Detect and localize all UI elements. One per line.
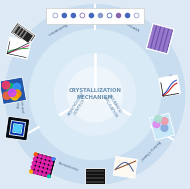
Bar xyxy=(159,75,181,97)
Bar xyxy=(85,168,105,184)
Circle shape xyxy=(135,14,138,17)
Circle shape xyxy=(13,90,21,98)
Circle shape xyxy=(35,167,38,170)
Bar xyxy=(46,8,144,24)
Bar xyxy=(86,174,104,175)
Circle shape xyxy=(161,118,168,125)
Circle shape xyxy=(36,163,39,166)
Circle shape xyxy=(116,13,121,18)
Circle shape xyxy=(108,14,111,17)
Circle shape xyxy=(43,169,46,172)
Circle shape xyxy=(62,13,66,18)
Circle shape xyxy=(71,13,75,18)
Bar xyxy=(10,121,25,136)
Text: MORPHOLOGY
CONTROL: MORPHOLOGY CONTROL xyxy=(67,91,89,119)
Bar xyxy=(150,113,175,140)
Circle shape xyxy=(6,84,14,91)
Bar xyxy=(6,37,31,59)
Circle shape xyxy=(47,157,50,160)
Circle shape xyxy=(44,165,48,168)
Circle shape xyxy=(11,92,18,100)
Circle shape xyxy=(2,81,10,89)
Circle shape xyxy=(33,158,36,161)
Circle shape xyxy=(54,14,57,17)
Circle shape xyxy=(30,29,160,160)
Bar xyxy=(86,170,104,172)
Circle shape xyxy=(107,13,112,18)
Text: Ferroelectric: Ferroelectric xyxy=(57,162,80,173)
Circle shape xyxy=(35,154,37,157)
Bar xyxy=(159,27,168,52)
Bar xyxy=(151,25,160,50)
Circle shape xyxy=(30,170,33,173)
Circle shape xyxy=(48,166,51,169)
Circle shape xyxy=(39,168,42,171)
Bar xyxy=(146,24,174,54)
Bar xyxy=(10,22,36,46)
Circle shape xyxy=(43,156,46,159)
Text: Nucleation: Nucleation xyxy=(46,21,67,36)
Bar xyxy=(18,29,25,37)
Circle shape xyxy=(52,158,55,160)
Circle shape xyxy=(45,161,48,164)
Bar xyxy=(146,24,174,54)
Bar xyxy=(86,181,104,183)
Bar xyxy=(21,31,28,39)
Circle shape xyxy=(135,13,139,18)
Circle shape xyxy=(32,162,35,165)
Bar xyxy=(13,124,22,133)
Text: Alignment and
Pattering: Alignment and Pattering xyxy=(13,89,24,113)
Text: OFT-BASED
APPLICATION: OFT-BASED APPLICATION xyxy=(102,92,122,118)
Circle shape xyxy=(40,164,43,167)
Circle shape xyxy=(8,89,16,97)
Bar xyxy=(163,28,173,53)
Circle shape xyxy=(31,166,34,169)
Bar xyxy=(0,77,26,104)
Bar xyxy=(16,27,22,35)
Circle shape xyxy=(34,153,37,156)
Circle shape xyxy=(53,13,57,18)
Bar xyxy=(13,25,19,33)
Circle shape xyxy=(98,13,103,18)
Bar xyxy=(113,156,137,178)
Circle shape xyxy=(80,13,85,18)
Circle shape xyxy=(34,171,37,174)
Bar xyxy=(86,177,104,179)
Circle shape xyxy=(49,162,52,165)
Circle shape xyxy=(3,92,11,99)
Circle shape xyxy=(89,13,93,18)
Circle shape xyxy=(13,83,21,91)
Circle shape xyxy=(161,125,168,131)
Circle shape xyxy=(153,121,160,128)
Circle shape xyxy=(30,170,32,173)
Bar xyxy=(13,25,34,43)
Bar xyxy=(30,152,56,179)
Circle shape xyxy=(38,172,41,175)
Bar xyxy=(147,24,156,49)
Circle shape xyxy=(14,125,21,132)
Bar xyxy=(155,26,164,51)
Text: MECHANISM: MECHANISM xyxy=(77,95,113,100)
Circle shape xyxy=(37,159,40,162)
Text: Crystal: Crystal xyxy=(167,74,174,89)
Circle shape xyxy=(39,155,42,158)
Circle shape xyxy=(42,173,45,176)
Text: CRYSTALLIZATION: CRYSTALLIZATION xyxy=(69,88,121,93)
Circle shape xyxy=(46,174,49,177)
Circle shape xyxy=(48,175,50,178)
Circle shape xyxy=(5,5,185,184)
Text: Battery Chanel: Battery Chanel xyxy=(139,139,161,160)
Circle shape xyxy=(54,54,136,135)
Bar xyxy=(5,116,30,141)
Circle shape xyxy=(51,158,54,161)
Circle shape xyxy=(155,115,162,122)
Circle shape xyxy=(125,13,130,18)
Text: Growth: Growth xyxy=(126,23,141,34)
Circle shape xyxy=(81,14,84,17)
Circle shape xyxy=(47,170,50,173)
Circle shape xyxy=(68,67,122,122)
Circle shape xyxy=(41,160,44,163)
